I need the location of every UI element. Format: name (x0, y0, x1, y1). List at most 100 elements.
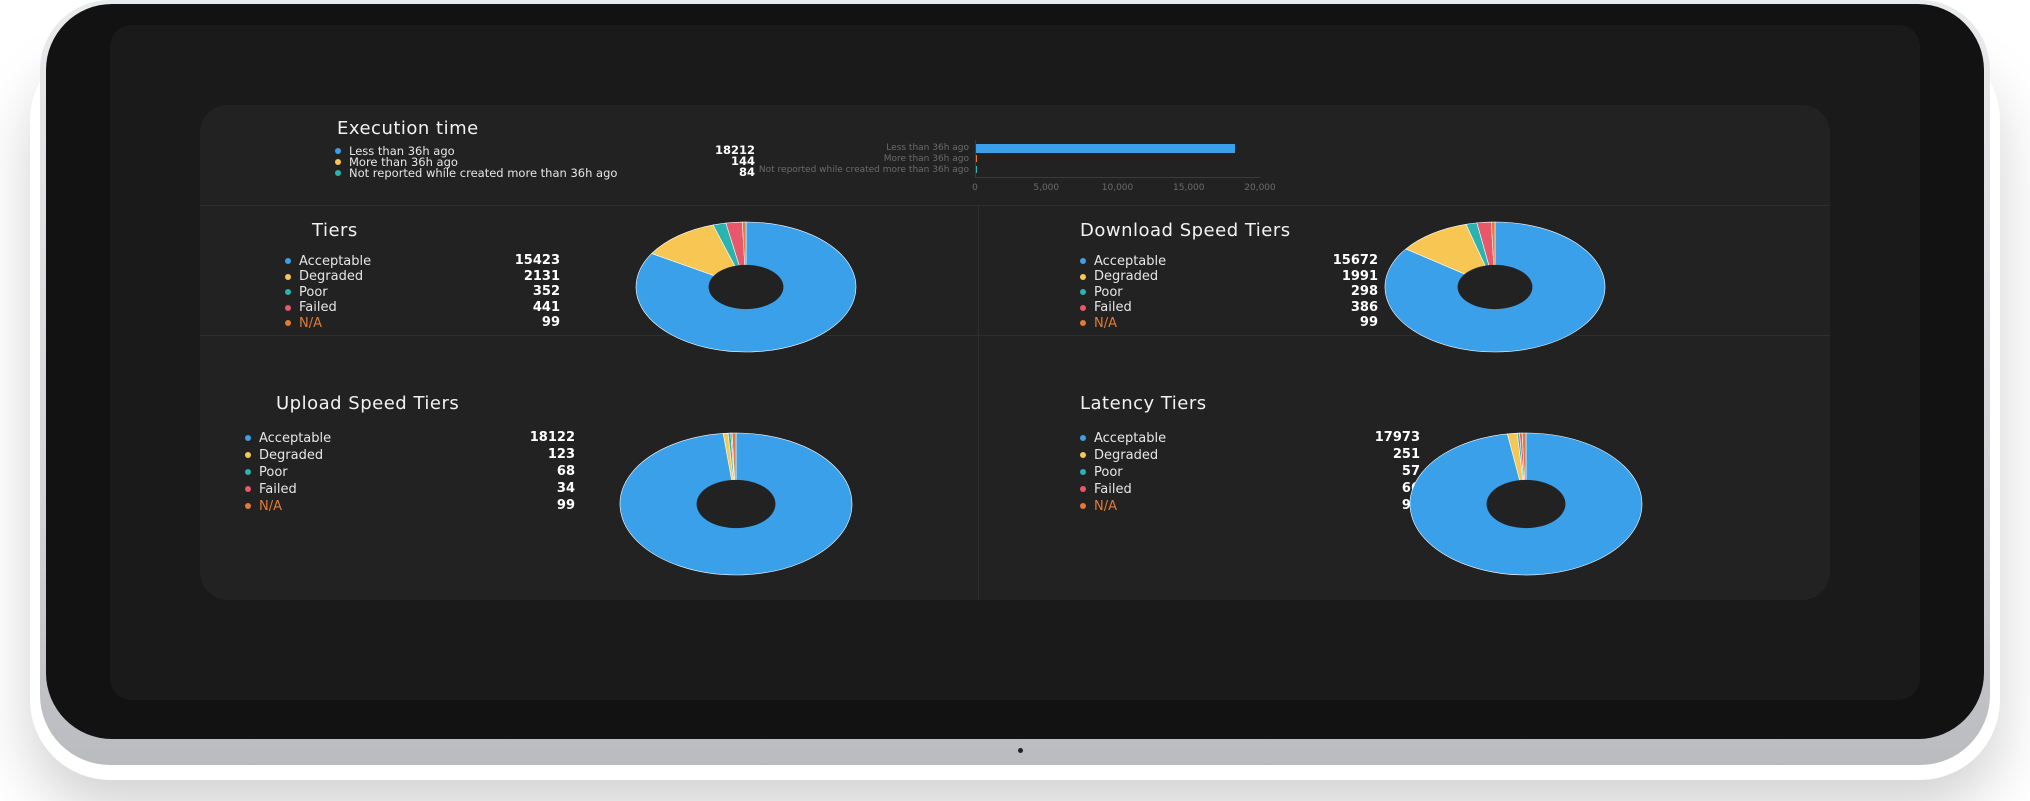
camera-icon (1018, 748, 1023, 753)
panel-title: Download Speed Tiers (1080, 220, 1291, 241)
legend-label: N/A (1094, 498, 1117, 514)
legend-dot-icon (245, 503, 251, 509)
legend-dot-icon (285, 304, 291, 311)
tier-legend: Acceptable 15672 Degraded 1991 Poor 298 Failed… (1080, 253, 1388, 343)
tier-donut-chart (635, 221, 857, 353)
dashboard: Execution time Less than 36h ago 18212 Mor… (200, 105, 1830, 600)
legend-dot-icon (1080, 503, 1086, 509)
legend-item: Acceptable (1080, 430, 1166, 446)
legend-item: Degraded (1080, 269, 1158, 285)
legend-dot-icon (335, 170, 341, 176)
legend-label: Poor (299, 284, 328, 300)
bar-category-label: Not reported while created more than 36h… (758, 165, 969, 175)
legend-label: Degraded (1094, 447, 1159, 463)
legend-value: 99 (1359, 315, 1378, 330)
legend-value: 144 (730, 154, 755, 168)
legend-item: Poor (1080, 284, 1123, 300)
legend-dot-icon (1080, 304, 1086, 311)
donut-hole (696, 479, 776, 529)
legend-dot-icon (1080, 289, 1086, 295)
legend-value: 251 (1392, 447, 1420, 462)
legend-item: Not reported while created more than 36h… (335, 165, 617, 181)
legend-label: Failed (299, 300, 337, 315)
legend-label: Acceptable (299, 253, 372, 269)
tier-legend: Acceptable 18122 Degraded 123 Poor 68 Failed 34… (245, 430, 585, 520)
legend-label: Not reported while created more than 36h… (349, 166, 618, 180)
execution-time-legend: Less than 36h ago 18212 More than 36h ago 1… (335, 143, 755, 193)
legend-value: 18212 (714, 143, 755, 157)
legend-item: Failed (1080, 481, 1132, 497)
legend-label: Poor (1094, 284, 1123, 300)
execution-time-panel: Execution time Less than 36h ago 18212 Mor… (200, 105, 1830, 205)
donut-hole (708, 264, 784, 310)
legend-dot-icon (335, 159, 341, 165)
legend-dot-icon (1080, 435, 1086, 441)
legend-value: 84 (738, 165, 755, 179)
legend-item: Poor (285, 284, 328, 300)
legend-value: 352 (532, 284, 560, 299)
legend-label: Failed (1094, 300, 1132, 315)
panel-title: Upload Speed Tiers (276, 393, 460, 414)
legend-label: Less than 36h ago (349, 144, 455, 158)
legend-label: Failed (1094, 481, 1132, 497)
legend-label: Poor (1094, 464, 1123, 480)
legend-value: 441 (532, 299, 560, 315)
legend-value: 18122 (529, 430, 575, 445)
legend-value: 34 (556, 481, 575, 496)
legend-label: Acceptable (1094, 430, 1167, 446)
legend-item: Degraded (285, 269, 363, 285)
legend-dot-icon (245, 469, 251, 475)
panel-title: Execution time (337, 118, 479, 139)
legend-value: 2131 (523, 268, 560, 284)
legend-label: More than 36h ago (349, 155, 458, 169)
legend-label: Degraded (259, 447, 324, 463)
legend-item: Poor (1080, 464, 1123, 480)
donut-hole (1457, 264, 1533, 310)
legend-dot-icon (1080, 258, 1086, 264)
x-tick-label: 0 (972, 183, 978, 193)
legend-value: 17973 (1374, 430, 1420, 445)
legend-item: Failed (245, 481, 297, 497)
legend-dot-icon (1080, 320, 1086, 326)
legend-item: More than 36h ago (335, 154, 458, 170)
legend-value: 123 (547, 447, 575, 462)
bar (975, 166, 977, 173)
divider (200, 335, 1830, 336)
legend-value: 57 (1401, 464, 1420, 479)
tier-legend: Acceptable 15423 Degraded 2131 Poor 352 Failed… (285, 253, 570, 343)
legend-value: 15423 (514, 253, 560, 268)
bar-category-label: Less than 36h ago (886, 143, 969, 153)
legend-item: Acceptable (1080, 253, 1166, 269)
legend-value: 68 (556, 464, 575, 479)
legend-label: N/A (299, 315, 322, 331)
legend-label: Degraded (299, 269, 364, 284)
legend-item: Less than 36h ago (335, 143, 455, 159)
x-tick-label: 15,000 (1173, 183, 1205, 193)
legend-label: Acceptable (259, 430, 332, 446)
legend-dot-icon (285, 258, 291, 264)
bar (975, 144, 1235, 153)
legend-item: N/A (245, 498, 282, 514)
legend-value: 298 (1350, 284, 1378, 299)
legend-value: 386 (1350, 299, 1378, 315)
x-axis-line (975, 177, 1260, 178)
divider (978, 205, 979, 600)
tier-donut-chart (1409, 432, 1643, 576)
legend-dot-icon (285, 289, 291, 295)
tier-legend: Acceptable 17973 Degraded 251 Poor 57 Failed 66… (1080, 430, 1430, 520)
x-tick-label: 10,000 (1101, 183, 1134, 193)
legend-item: N/A (1080, 315, 1117, 331)
bar-category-label: More than 36h ago (883, 154, 969, 164)
legend-dot-icon (245, 452, 251, 458)
panel-title: Latency Tiers (1080, 393, 1207, 414)
legend-item: N/A (285, 315, 322, 331)
legend-dot-icon (1080, 469, 1086, 475)
legend-label: Poor (259, 464, 288, 480)
legend-item: Acceptable (245, 430, 331, 446)
tier-donut-chart (619, 432, 853, 576)
legend-dot-icon (1080, 452, 1086, 458)
donut-hole (1486, 479, 1566, 529)
y-axis-line (975, 140, 976, 177)
legend-label: N/A (1094, 315, 1117, 331)
legend-dot-icon (335, 148, 341, 154)
